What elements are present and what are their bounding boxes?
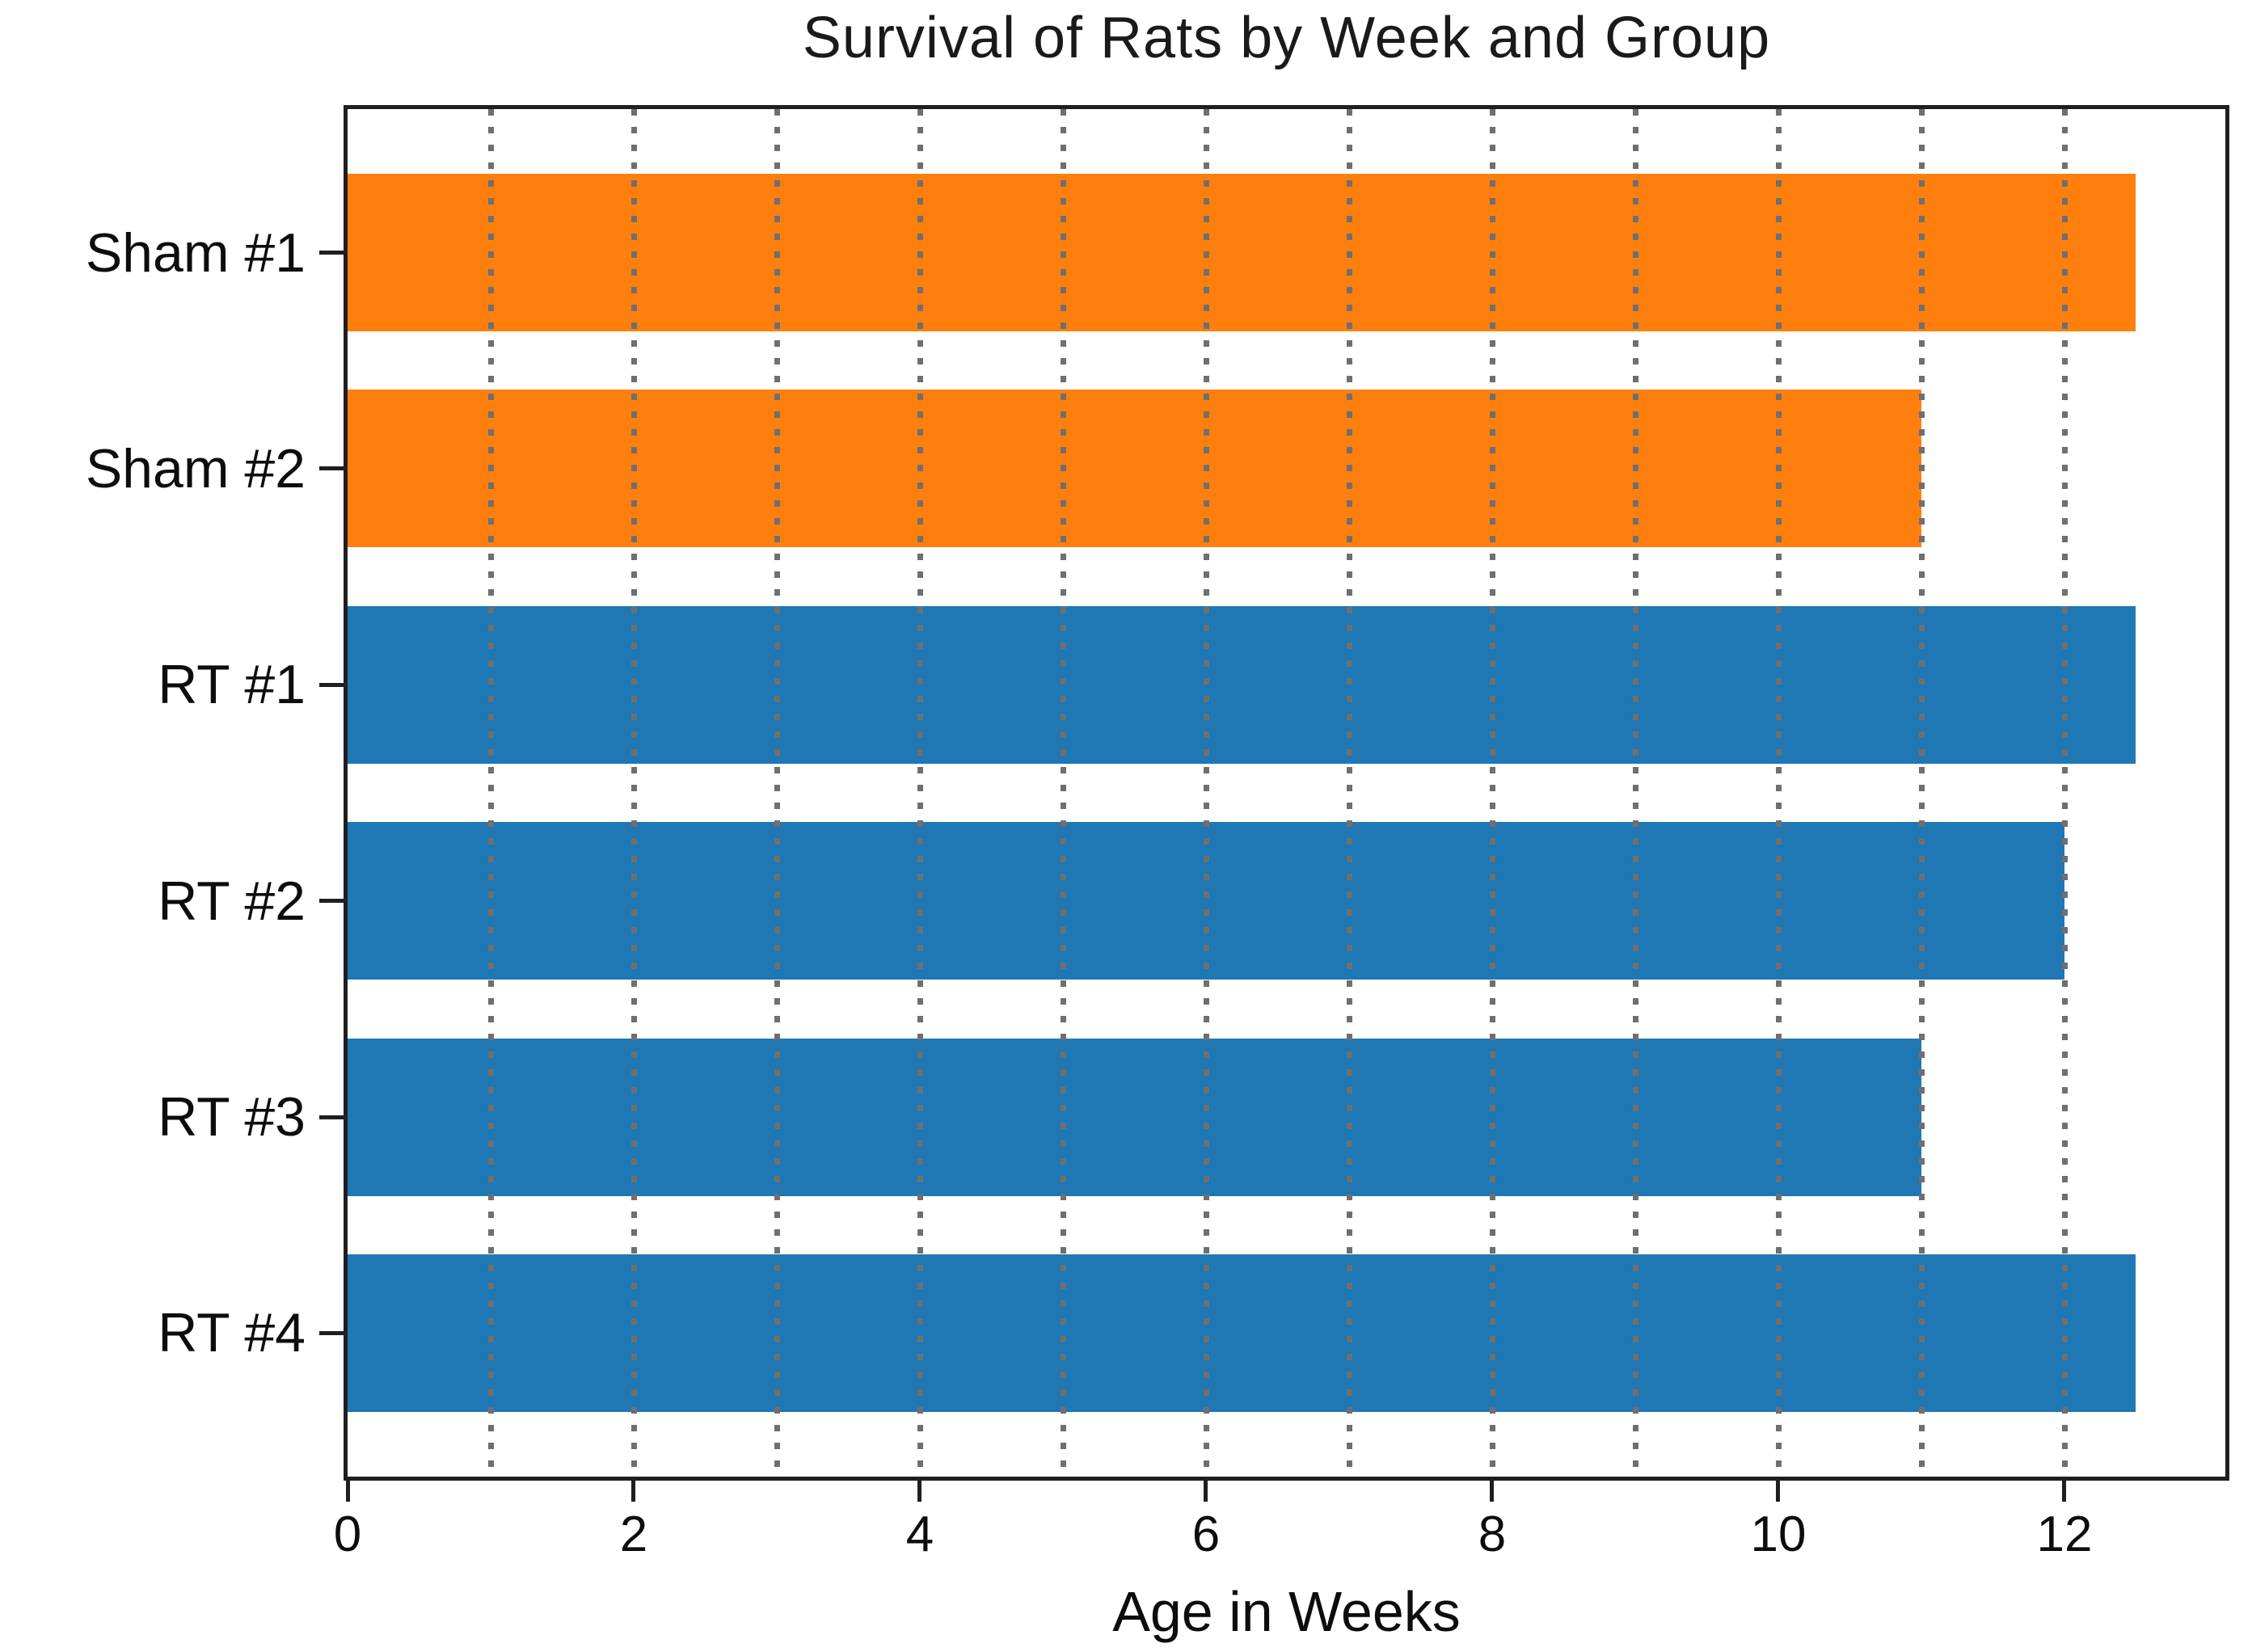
x-tick-8 [1490,1481,1494,1502]
grid-line-week-2 [630,109,637,1477]
y-tick-label-rt-3: RT #3 [158,1086,306,1148]
bar-rt-4 [348,1254,2136,1412]
x-tick-label-4: 4 [905,1507,934,1562]
x-tick-label-12: 12 [2036,1507,2093,1562]
chart-title: Survival of Rats by Week and Group [802,6,1771,70]
y-tick-1 [319,466,344,470]
y-tick-label-rt-2: RT #2 [158,870,306,932]
y-tick-5 [319,1331,344,1335]
x-axis-label: Age in Weeks [1112,1580,1461,1643]
grid-line-week-4 [917,109,923,1477]
y-tick-0 [319,251,344,255]
plot-area [344,105,2229,1481]
grid-line-week-5 [1060,109,1066,1477]
x-tick-label-6: 6 [1191,1507,1221,1562]
x-tick-0 [346,1481,350,1502]
grid-line-week-7 [1346,109,1352,1477]
x-tick-4 [917,1481,921,1502]
x-tick-label-2: 2 [619,1507,648,1562]
y-tick-label-sham-2: Sham #2 [85,438,306,499]
grid-line-week-3 [774,109,780,1477]
x-tick-10 [1776,1481,1780,1502]
y-tick-4 [319,1115,344,1119]
grid-line-week-12 [2061,109,2068,1477]
grid-line-week-6 [1203,109,1209,1477]
bar-rt-1 [348,606,2136,764]
grid-line-week-9 [1632,109,1638,1477]
y-tick-2 [319,683,344,687]
x-tick-label-0: 0 [333,1507,362,1562]
y-tick-3 [319,899,344,903]
y-tick-label-sham-1: Sham #1 [85,222,306,284]
x-tick-6 [1204,1481,1208,1502]
bar-sham-1 [348,174,2136,331]
x-tick-label-8: 8 [1478,1507,1507,1562]
x-tick-2 [631,1481,635,1502]
grid-line-week-1 [487,109,494,1477]
y-tick-label-rt-1: RT #1 [158,654,306,715]
grid-line-week-8 [1489,109,1495,1477]
x-tick-12 [2062,1481,2066,1502]
bar-sham-2 [348,390,1921,547]
x-tick-label-10: 10 [1750,1507,1807,1562]
y-tick-label-rt-4: RT #4 [158,1302,306,1363]
grid-line-week-11 [1918,109,1925,1477]
grid-line-week-10 [1775,109,1782,1477]
bar-rt-3 [348,1039,1921,1196]
